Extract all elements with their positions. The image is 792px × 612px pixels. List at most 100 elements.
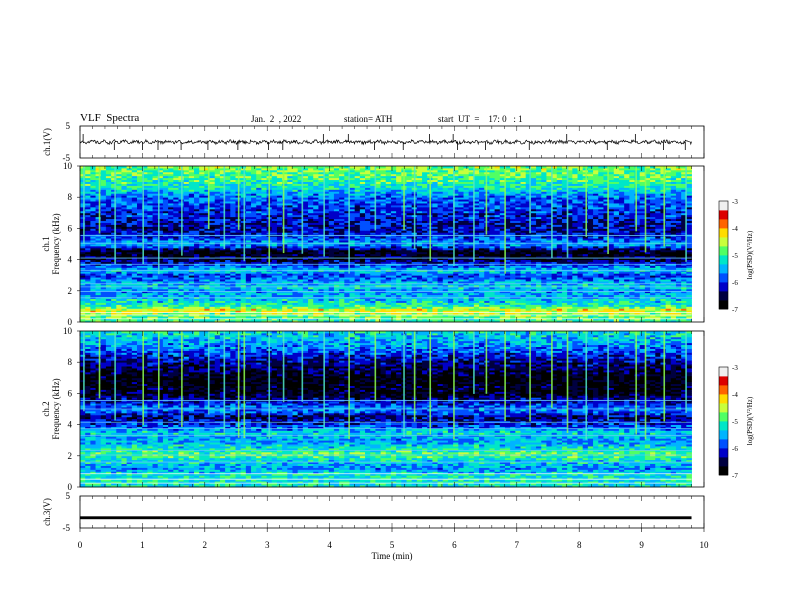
s1-cell (608, 308, 615, 311)
s1-cell (245, 302, 252, 305)
s1-cell (261, 302, 267, 305)
s1-cell (665, 308, 672, 311)
s1-cell (556, 302, 563, 305)
s1-cell (90, 320, 96, 323)
s1-cell (681, 294, 687, 298)
s1-cell (380, 310, 387, 313)
s1-cell (323, 308, 330, 311)
s1-cell (618, 320, 625, 323)
s1-cell (365, 316, 371, 319)
s1-cell (209, 292, 216, 296)
s1-cell (639, 312, 646, 315)
s1-cell (302, 312, 309, 315)
s1-cell (520, 306, 527, 309)
s1-cell (235, 306, 242, 309)
s1-cell (85, 312, 91, 315)
s1-cell (541, 308, 547, 311)
s1-cell (323, 300, 330, 303)
s1-cell (650, 302, 656, 305)
s1-cell (230, 298, 236, 301)
s1-cell (188, 298, 195, 301)
s1-cell (199, 304, 205, 307)
s1-cell (370, 302, 376, 305)
s1-cell (396, 302, 402, 305)
s1-cell (105, 316, 112, 319)
s1-cell (463, 310, 470, 313)
s1-cell (261, 320, 267, 323)
s1-cell (359, 316, 366, 319)
s1-cell (479, 306, 485, 309)
s1-cell (162, 300, 169, 303)
s1-cell (297, 300, 304, 303)
s1-cell (245, 294, 252, 298)
s1-cell (416, 304, 423, 307)
s1-cell (142, 292, 148, 296)
s1-cell (214, 302, 221, 305)
s1-cell (686, 316, 692, 319)
s1-cell (354, 302, 361, 305)
s1-cell (266, 304, 273, 307)
s1-cell (168, 316, 174, 319)
s1-cell (287, 294, 293, 298)
s1-cell (292, 310, 299, 313)
s1-cell (121, 320, 128, 323)
s1-cell (587, 298, 594, 301)
s1-cell (126, 306, 133, 309)
s1-cell (385, 310, 392, 313)
s1-cell (173, 300, 179, 303)
s1-cell (194, 320, 200, 323)
s1-cell (463, 312, 470, 315)
s1-cell (556, 312, 563, 315)
s1-cell (447, 308, 454, 311)
s1-cell (147, 292, 153, 296)
s1-cell (515, 300, 521, 303)
s1-cell (313, 308, 319, 311)
s1-cell (650, 294, 656, 298)
s1-cell (510, 292, 516, 296)
s1-cell (644, 304, 651, 307)
s1-cell (126, 312, 133, 315)
s1-cell (593, 316, 599, 319)
s1-cell (489, 316, 495, 319)
s1-cell (422, 310, 428, 313)
s1-cell (681, 312, 687, 315)
s1-cell (256, 320, 262, 323)
s1-cell (230, 304, 236, 307)
s1-cell (432, 298, 438, 301)
s1-cell (530, 294, 537, 298)
s1-cell (603, 302, 610, 305)
s1-cell (463, 316, 470, 319)
s1-cell (561, 308, 568, 311)
s1-cell (530, 320, 537, 323)
s1-cell (276, 304, 283, 307)
s1-cell (468, 308, 475, 311)
s1-cell (458, 298, 464, 301)
s1-cell (225, 306, 231, 309)
s1-cell (85, 308, 91, 311)
s1-cell (515, 306, 521, 309)
s1-cell (675, 308, 682, 311)
s1-cell (458, 306, 464, 309)
s1-cell (608, 300, 615, 303)
s1-cell (390, 306, 397, 309)
s1-cell (90, 288, 96, 292)
s1-cell (137, 302, 143, 305)
s1-cell (142, 304, 148, 307)
s1-cell (484, 306, 490, 309)
s1-cell (194, 302, 200, 305)
s1-cell (577, 294, 584, 298)
s1-cell (390, 294, 397, 298)
s1-cell (121, 306, 128, 309)
s1-cell (536, 312, 542, 315)
s1-cell (292, 308, 299, 311)
s1-cell (209, 294, 216, 298)
s1-cell (266, 294, 273, 298)
s1-cell (634, 320, 641, 323)
s1-cell (427, 302, 433, 305)
s1-cell (230, 312, 236, 315)
s1-cell (572, 304, 578, 307)
s1-cell (432, 316, 438, 319)
s1-cell (556, 304, 563, 307)
s1-cell (546, 294, 552, 298)
s1-cell (308, 312, 314, 315)
